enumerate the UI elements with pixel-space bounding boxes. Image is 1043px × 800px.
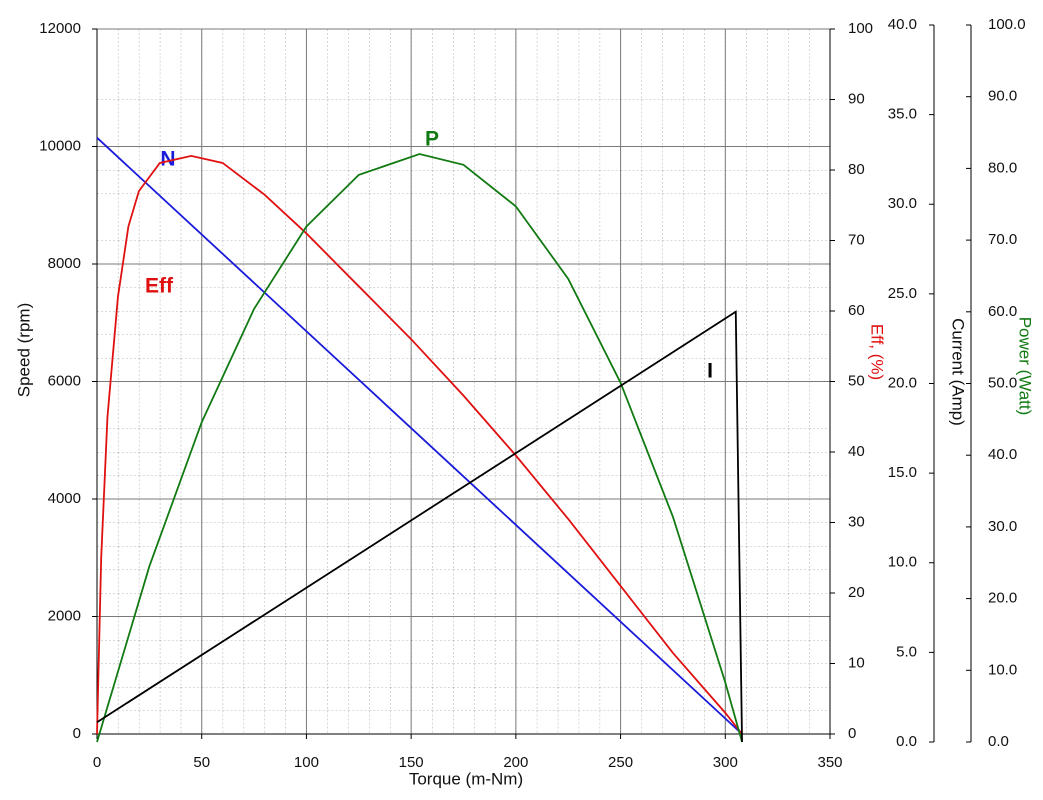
- y3-tick-label: 15.0: [888, 464, 917, 481]
- y4-tick-label: 60.0: [988, 303, 1017, 320]
- y2-tick-label: 10: [848, 654, 865, 671]
- legend-label: N: [160, 148, 175, 171]
- y4-tick-label: 70.0: [988, 231, 1017, 248]
- legend-label: Eff: [145, 275, 174, 298]
- y-tick-label: 4000: [48, 490, 81, 507]
- series-line: [96, 153, 743, 743]
- series-line: [96, 137, 743, 735]
- y2-tick-label: 70: [848, 231, 865, 248]
- legend-label: P: [425, 128, 439, 151]
- x-tick-label: 250: [608, 754, 633, 771]
- y4-tick-label: 30.0: [988, 518, 1017, 535]
- y2-tick-label: 100: [848, 20, 873, 37]
- y4-tick-label: 0.0: [988, 733, 1009, 750]
- y4-tick-label: 10.0: [988, 661, 1017, 678]
- x-tick-label: 100: [294, 754, 319, 771]
- y-tick-label: 0: [73, 725, 81, 742]
- y2-tick-label: 30: [848, 513, 865, 530]
- y-tick-label: 10000: [39, 137, 81, 154]
- y4-tick-label: 20.0: [988, 590, 1017, 607]
- y-tick-label: 2000: [48, 607, 81, 624]
- x-tick-label: 0: [93, 754, 101, 771]
- y4-tick-label: 90.0: [988, 88, 1017, 105]
- y-tick-label: 12000: [39, 20, 81, 37]
- x-axis-label: Torque (m-Nm): [409, 769, 523, 788]
- legend-label: I: [707, 360, 713, 383]
- y3-axis-label: Current (Amp): [949, 318, 968, 426]
- y-axis-label: Speed (rpm): [14, 303, 33, 397]
- y4-tick-label: 50.0: [988, 374, 1017, 391]
- series-line: [96, 310, 743, 743]
- y4-tick-label: 100.0: [988, 16, 1026, 33]
- y2-tick-label: 20: [848, 584, 865, 601]
- y-tick-label: 6000: [48, 372, 81, 389]
- y2-axis-label: Eff, (%): [868, 324, 887, 380]
- y3-tick-label: 0.0: [896, 733, 917, 750]
- y3-tick-label: 10.0: [888, 554, 917, 571]
- x-tick-label: 50: [193, 754, 210, 771]
- x-tick-label: 150: [399, 754, 424, 771]
- x-tick-label: 200: [503, 754, 528, 771]
- y3-tick-label: 40.0: [888, 16, 917, 33]
- x-tick-label: 300: [713, 754, 738, 771]
- x-tick-label: 350: [817, 754, 842, 771]
- y2-tick-label: 0: [848, 725, 856, 742]
- y2-tick-label: 60: [848, 302, 865, 319]
- y2-tick-label: 80: [848, 161, 865, 178]
- y-tick-label: 8000: [48, 255, 81, 272]
- y2-tick-label: 50: [848, 372, 865, 389]
- y2-tick-label: 40: [848, 443, 865, 460]
- y4-tick-label: 40.0: [988, 446, 1017, 463]
- y4-tick-label: 80.0: [988, 159, 1017, 176]
- y3-tick-label: 25.0: [888, 285, 917, 302]
- y3-tick-label: 30.0: [888, 195, 917, 212]
- y3-tick-label: 5.0: [896, 643, 917, 660]
- y4-axis-label: Power (Watt): [1016, 317, 1035, 416]
- y3-tick-label: 20.0: [888, 374, 917, 391]
- y3-tick-label: 35.0: [888, 106, 917, 123]
- series-line: [96, 154, 743, 735]
- y2-tick-label: 90: [848, 90, 865, 107]
